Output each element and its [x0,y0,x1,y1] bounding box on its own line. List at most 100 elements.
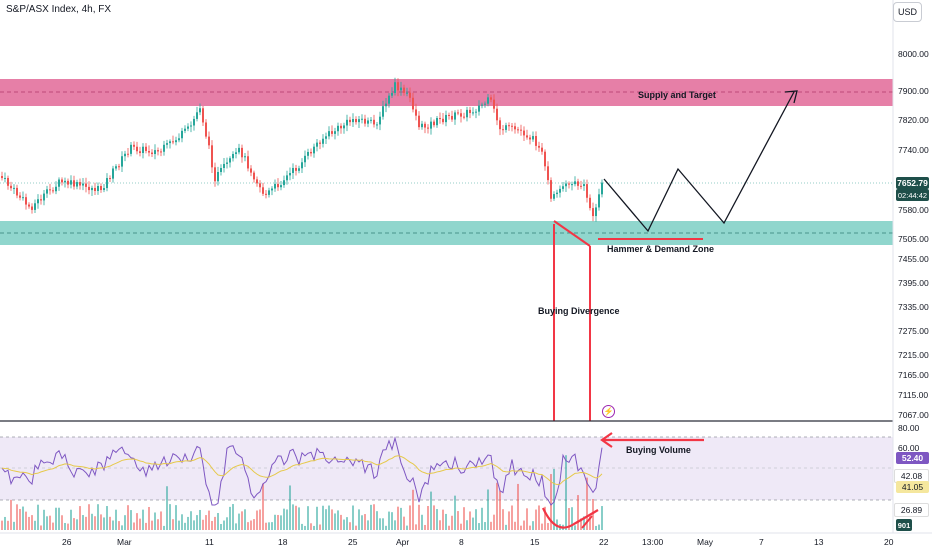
volume-bar [163,525,165,530]
volume-bar [10,499,12,530]
volume-bar [526,508,528,530]
volume-bar [568,508,570,530]
volume-bar [52,522,54,530]
candle-body [109,178,111,180]
volume-bar [430,491,432,530]
volume-bar [148,506,150,530]
volume-bar [469,511,471,530]
time-label: 18 [278,537,288,547]
volume-bar [79,506,81,530]
volume-bar [37,504,39,530]
candle-body [37,199,39,204]
volume-bar [532,521,534,530]
current-price-tag: 7652.79 [896,177,929,189]
volume-bar [457,511,459,530]
candle-body [184,128,186,131]
volume-bar [274,514,276,530]
candle-body [7,177,9,186]
buying-volume-label: Buying Volume [626,445,691,455]
volume-bar [193,520,195,530]
candle-body [499,120,501,130]
volume-bar [49,515,51,530]
volume-bar [142,509,144,530]
time-label: Mar [117,537,132,547]
candle-body [478,105,480,112]
volume-bar [325,509,327,530]
candle-body [484,103,486,105]
candle-body [583,184,585,186]
volume-bar [601,506,603,530]
volume-bar [454,495,456,530]
volume-bar [310,523,312,530]
volume-bar [253,519,255,530]
candle-body [313,146,315,154]
candle-body [433,121,435,126]
volume-bar [415,524,417,530]
candle-body [106,178,108,189]
forecast-path [603,91,795,233]
volume-bar [346,517,348,530]
candle-body [355,119,357,123]
candle-body [376,124,378,126]
volume-bar [514,521,516,530]
candle-body [325,136,327,139]
volume-bar [580,518,582,530]
forecast-arrowhead [784,90,798,104]
candle-body [16,187,18,196]
candle-body [70,180,72,185]
rsi-ma-tag: 41.05 [896,481,929,493]
candle-body [502,129,504,131]
candle-body [475,111,477,113]
price-label: 7820.00 [898,115,929,125]
volume-bar [394,520,396,530]
candle-body [298,168,300,171]
volume-bar [229,506,231,530]
volume-bar [322,505,324,530]
time-label: May [697,537,714,547]
candle-body [580,185,582,187]
candle-body [568,183,570,185]
volume-bar [181,514,183,530]
candle-body [520,129,522,131]
candle-body [127,153,129,155]
candle-body [592,208,594,217]
volume-bar [538,505,540,530]
volume-bar [64,522,66,530]
volume-bar [409,505,411,530]
candle-body [169,141,171,144]
volume-bar [25,511,27,530]
candle-body [496,108,498,121]
candle-body [241,147,243,158]
volume-bar [385,525,387,530]
price-label: 7115.00 [898,390,929,400]
candle-body [601,182,603,195]
candle-body [223,163,225,169]
candle-body [97,186,99,192]
candle-body [562,186,564,189]
volume-bar [337,510,339,530]
volume-bar [211,520,213,530]
candle-body [31,206,33,210]
volume-bar [85,516,87,530]
volume-bar [301,523,303,530]
candle-body [208,136,210,146]
volume-bar [484,522,486,530]
volume-bar [508,511,510,530]
currency-button[interactable]: USD [893,2,922,22]
volume-bar [472,517,474,530]
time-label: 13 [814,537,824,547]
volume-bar [238,513,240,530]
candle-body [301,162,303,169]
time-label: 11 [205,537,214,547]
candle-body [529,137,531,140]
time-label: 26 [62,537,72,547]
volume-bar [340,514,342,530]
candle-body [40,199,42,201]
candle-body [559,188,561,193]
volume-bar [316,506,318,530]
candle-body [79,182,81,186]
volume-bar [445,513,447,530]
lightning-icon[interactable]: ⚡ [602,405,615,418]
price-label: 7455.00 [898,254,929,264]
